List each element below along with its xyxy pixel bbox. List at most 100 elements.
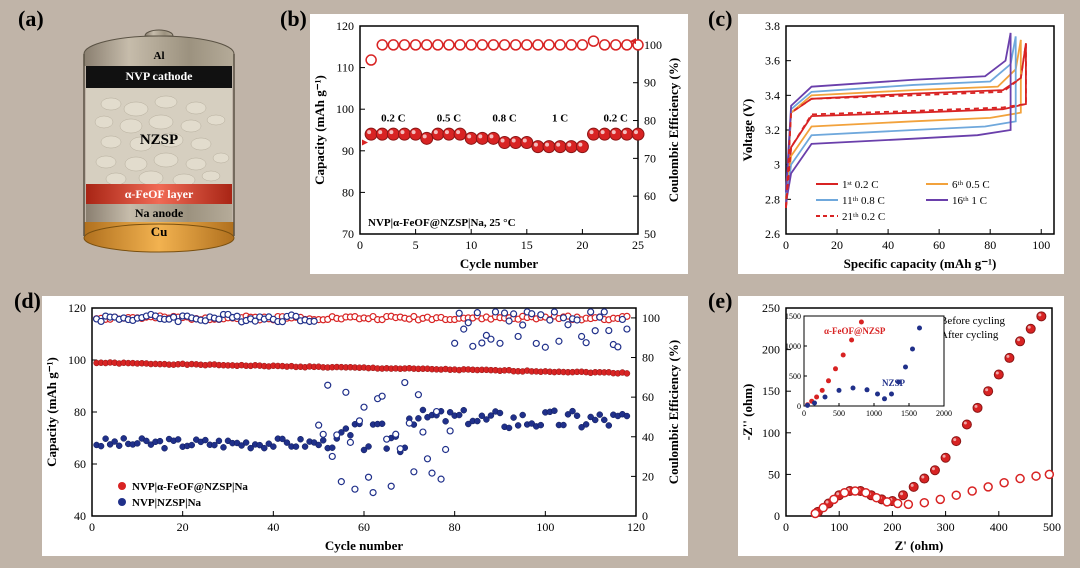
- svg-text:Cycle number: Cycle number: [325, 538, 404, 553]
- battery-schematic: Al NVP cathode NZSP α-FeOF layer Na anod…: [56, 14, 262, 274]
- svg-text:Voltage (V): Voltage (V): [740, 99, 755, 162]
- svg-text:Capacity (mAh g⁻¹): Capacity (mAh g⁻¹): [312, 75, 327, 185]
- svg-text:200: 200: [883, 520, 901, 534]
- panel-label-a: (a): [18, 6, 44, 32]
- svg-text:100: 100: [642, 311, 660, 325]
- svg-text:50: 50: [644, 227, 656, 241]
- svg-text:0.2 C: 0.2 C: [381, 113, 406, 125]
- svg-text:After cycling: After cycling: [940, 329, 999, 341]
- svg-text:0: 0: [797, 402, 801, 411]
- svg-text:1500: 1500: [901, 409, 917, 418]
- svg-text:21ᵗʰ 0.2 C: 21ᵗʰ 0.2 C: [842, 211, 885, 223]
- label-cathode: NVP cathode: [126, 69, 194, 83]
- svg-text:120: 120: [336, 19, 354, 33]
- panel-d-chart: 020406080100120406080100120020406080100C…: [42, 296, 688, 556]
- svg-text:80: 80: [642, 351, 654, 365]
- svg-text:50: 50: [768, 467, 780, 481]
- svg-text:40: 40: [74, 509, 86, 523]
- svg-text:1000: 1000: [785, 342, 801, 351]
- svg-text:3.4: 3.4: [765, 88, 780, 102]
- panel-e-chart: 0100200300400500050100150200250Z' (ohm)-…: [738, 296, 1064, 556]
- panel-label-e: (e): [708, 288, 732, 314]
- svg-text:70: 70: [644, 151, 656, 165]
- svg-text:-Z'' (ohm): -Z'' (ohm): [740, 384, 755, 441]
- svg-text:400: 400: [990, 520, 1008, 534]
- svg-text:15: 15: [521, 238, 533, 252]
- svg-text:Coulombic Efficiency (%): Coulombic Efficiency (%): [666, 58, 681, 202]
- svg-text:200: 200: [762, 343, 780, 357]
- svg-text:3.8: 3.8: [765, 19, 780, 33]
- svg-text:Z' (ohm): Z' (ohm): [895, 538, 944, 553]
- panel-label-c: (c): [708, 6, 732, 32]
- svg-text:90: 90: [342, 144, 354, 158]
- svg-text:Before cycling: Before cycling: [940, 315, 1006, 327]
- label-al: Al: [154, 50, 165, 62]
- svg-text:NZSP: NZSP: [882, 378, 906, 388]
- svg-text:0.8 C: 0.8 C: [492, 113, 517, 125]
- svg-text:1 C: 1 C: [552, 113, 568, 125]
- label-layer: α-FeOF layer: [125, 187, 194, 201]
- svg-text:25: 25: [632, 238, 644, 252]
- svg-text:500: 500: [833, 409, 845, 418]
- svg-text:0: 0: [783, 238, 789, 252]
- label-anode: Na anode: [135, 206, 184, 220]
- svg-text:3.6: 3.6: [765, 54, 780, 68]
- svg-text:90: 90: [644, 76, 656, 90]
- svg-text:2.6: 2.6: [765, 227, 780, 241]
- svg-text:3: 3: [774, 158, 780, 172]
- svg-text:3.2: 3.2: [765, 123, 780, 137]
- svg-text:80: 80: [449, 520, 461, 534]
- svg-text:0: 0: [357, 238, 363, 252]
- panel-label-b: (b): [280, 6, 307, 32]
- svg-text:NVP|NZSP|Na: NVP|NZSP|Na: [132, 497, 202, 509]
- svg-text:0: 0: [89, 520, 95, 534]
- svg-text:6ᵗʰ 0.5 C: 6ᵗʰ 0.5 C: [952, 179, 990, 191]
- svg-text:Capacity (mAh g⁻¹): Capacity (mAh g⁻¹): [44, 357, 59, 467]
- svg-text:40: 40: [267, 520, 279, 534]
- svg-text:16ᵗʰ 1 C: 16ᵗʰ 1 C: [952, 195, 987, 207]
- svg-text:110: 110: [336, 61, 354, 75]
- svg-text:11ᵗʰ 0.8 C: 11ᵗʰ 0.8 C: [842, 195, 885, 207]
- svg-text:250: 250: [762, 301, 780, 315]
- svg-text:60: 60: [358, 520, 370, 534]
- svg-text:60: 60: [933, 238, 945, 252]
- panel-c-chart: 0204060801002.62.833.23.43.63.8Specific …: [738, 14, 1064, 274]
- panel-a-container: Al NVP cathode NZSP α-FeOF layer Na anod…: [56, 14, 262, 274]
- svg-text:80: 80: [984, 238, 996, 252]
- svg-text:1ˢᵗ 0.2 C: 1ˢᵗ 0.2 C: [842, 179, 879, 191]
- svg-text:60: 60: [644, 189, 656, 203]
- svg-text:NVP|α-FeOF@NZSP|Na: NVP|α-FeOF@NZSP|Na: [132, 481, 248, 493]
- svg-text:150: 150: [762, 384, 780, 398]
- svg-text:60: 60: [74, 457, 86, 471]
- svg-text:20: 20: [576, 238, 588, 252]
- svg-text:100: 100: [536, 520, 554, 534]
- svg-text:100: 100: [762, 426, 780, 440]
- svg-text:0.5 C: 0.5 C: [437, 113, 462, 125]
- svg-text:20: 20: [642, 469, 654, 483]
- svg-text:100: 100: [1032, 238, 1050, 252]
- svg-text:Coulombic Efficiency (%): Coulombic Efficiency (%): [666, 340, 681, 484]
- svg-text:20: 20: [177, 520, 189, 534]
- svg-text:500: 500: [1043, 520, 1061, 534]
- svg-text:10: 10: [465, 238, 477, 252]
- svg-text:80: 80: [644, 114, 656, 128]
- svg-text:100: 100: [336, 102, 354, 116]
- svg-text:0: 0: [783, 520, 789, 534]
- svg-text:Cycle number: Cycle number: [460, 256, 539, 271]
- label-cu: Cu: [151, 224, 168, 239]
- svg-text:100: 100: [68, 353, 86, 367]
- svg-text:2.8: 2.8: [765, 192, 780, 206]
- svg-text:1500: 1500: [785, 312, 801, 321]
- svg-text:NVP|α-FeOF@NZSP|Na, 25 °C: NVP|α-FeOF@NZSP|Na, 25 °C: [368, 217, 516, 229]
- svg-text:5: 5: [413, 238, 419, 252]
- svg-text:0: 0: [642, 509, 648, 523]
- svg-text:60: 60: [642, 390, 654, 404]
- svg-text:1000: 1000: [866, 409, 882, 418]
- svg-text:20: 20: [831, 238, 843, 252]
- svg-text:0.2 C: 0.2 C: [604, 113, 629, 125]
- svg-text:70: 70: [342, 227, 354, 241]
- panel-label-d: (d): [14, 288, 41, 314]
- svg-text:40: 40: [882, 238, 894, 252]
- panel-b-chart: 05101520257080901001101205060708090100Cy…: [310, 14, 688, 274]
- svg-text:100: 100: [644, 38, 662, 52]
